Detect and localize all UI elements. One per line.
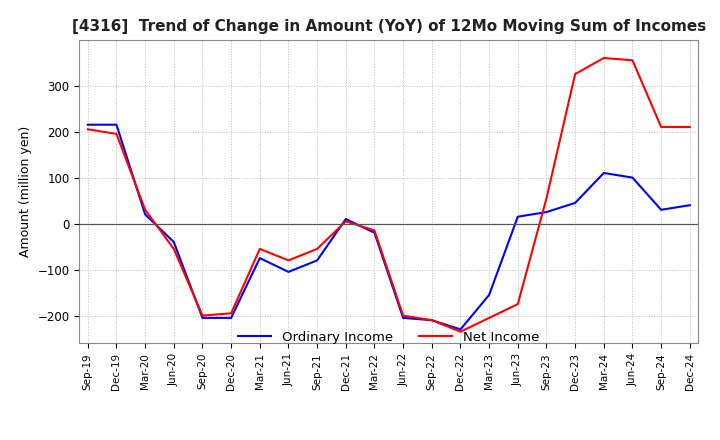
Net Income (399, 313, 408, 318)
Ordinary Income (600, 170, 608, 176)
Net Income (628, 58, 636, 63)
Title: [4316]  Trend of Change in Amount (YoY) of 12Mo Moving Sum of Incomes: [4316] Trend of Change in Amount (YoY) o… (72, 19, 706, 34)
Ordinary Income (685, 202, 694, 208)
Ordinary Income (399, 315, 408, 320)
Ordinary Income (542, 209, 551, 215)
Legend: Ordinary Income, Net Income: Ordinary Income, Net Income (233, 326, 544, 349)
Net Income (198, 313, 207, 318)
Ordinary Income (169, 239, 178, 245)
Net Income (657, 125, 665, 130)
Net Income (485, 315, 493, 320)
Ordinary Income (84, 122, 92, 127)
Ordinary Income (256, 256, 264, 261)
Ordinary Income (428, 318, 436, 323)
Ordinary Income (513, 214, 522, 219)
Net Income (169, 246, 178, 252)
Net Income (600, 55, 608, 61)
Net Income (456, 329, 465, 334)
Net Income (84, 127, 92, 132)
Ordinary Income (284, 269, 293, 275)
Net Income (542, 196, 551, 201)
Net Income (685, 125, 694, 130)
Net Income (341, 219, 350, 224)
Net Income (428, 318, 436, 323)
Ordinary Income (456, 327, 465, 332)
Line: Net Income: Net Income (88, 58, 690, 332)
Net Income (370, 228, 379, 233)
Line: Ordinary Income: Ordinary Income (88, 125, 690, 330)
Net Income (284, 258, 293, 263)
Net Income (112, 131, 121, 136)
Net Income (256, 246, 264, 252)
Ordinary Income (141, 212, 150, 217)
Ordinary Income (341, 216, 350, 222)
Ordinary Income (571, 200, 580, 205)
Ordinary Income (312, 258, 321, 263)
Ordinary Income (198, 315, 207, 320)
Net Income (141, 207, 150, 213)
Ordinary Income (112, 122, 121, 127)
Ordinary Income (628, 175, 636, 180)
Net Income (227, 311, 235, 316)
Y-axis label: Amount (million yen): Amount (million yen) (19, 126, 32, 257)
Ordinary Income (657, 207, 665, 213)
Ordinary Income (485, 292, 493, 297)
Net Income (513, 301, 522, 307)
Ordinary Income (370, 230, 379, 235)
Net Income (312, 246, 321, 252)
Net Income (571, 71, 580, 77)
Ordinary Income (227, 315, 235, 320)
